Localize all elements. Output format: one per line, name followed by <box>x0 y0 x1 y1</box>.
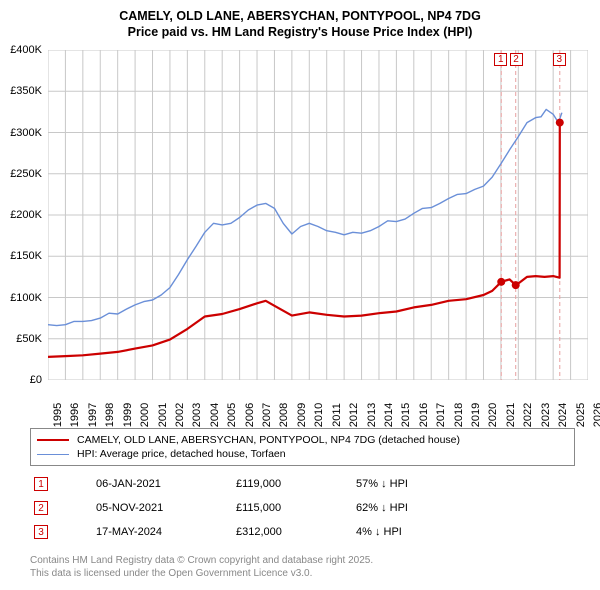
y-tick-label: £50K <box>16 333 42 345</box>
x-tick-label: 2012 <box>348 403 360 427</box>
sale-date: 05-NOV-2021 <box>96 502 236 514</box>
legend-item: CAMELY, OLD LANE, ABERSYCHAN, PONTYPOOL,… <box>37 433 568 447</box>
x-tick-label: 2006 <box>244 403 256 427</box>
chart-title: CAMELY, OLD LANE, ABERSYCHAN, PONTYPOOL,… <box>0 0 600 41</box>
x-tick-label: 2023 <box>540 403 552 427</box>
x-tick-label: 2019 <box>470 403 482 427</box>
y-tick-label: £250K <box>10 168 42 180</box>
y-tick-label: £400K <box>10 44 42 56</box>
x-tick-label: 2009 <box>296 403 308 427</box>
legend-swatch <box>37 454 69 455</box>
sale-row: 3 17-MAY-2024£312,0004% ↓ HPI <box>30 520 575 544</box>
sale-badge: 3 <box>34 525 48 539</box>
chart-sale-badge: 3 <box>553 53 566 66</box>
title-line-1: CAMELY, OLD LANE, ABERSYCHAN, PONTYPOOL,… <box>0 8 600 24</box>
footer-line-1: Contains HM Land Registry data © Crown c… <box>30 554 373 567</box>
x-tick-label: 2013 <box>366 403 378 427</box>
x-tick-label: 2003 <box>191 403 203 427</box>
x-tick-label: 1999 <box>122 403 134 427</box>
x-tick-label: 2025 <box>575 403 587 427</box>
y-tick-label: £200K <box>10 209 42 221</box>
sale-price: £119,000 <box>236 478 356 490</box>
sale-date: 17-MAY-2024 <box>96 526 236 538</box>
x-tick-label: 2007 <box>261 403 273 427</box>
sale-row: 1 06-JAN-2021£119,00057% ↓ HPI <box>30 472 575 496</box>
y-tick-label: £350K <box>10 85 42 97</box>
x-tick-label: 1998 <box>104 403 116 427</box>
x-axis: 1995 1996 1997 1998 1999 2000 2001 2002 2003 2004… <box>48 383 588 425</box>
x-tick-label: 2000 <box>139 403 151 427</box>
x-tick-label: 2021 <box>505 403 517 427</box>
sale-price: £115,000 <box>236 502 356 514</box>
sales-table: 1 06-JAN-2021£119,00057% ↓ HPI 2 05-NOV-202… <box>30 472 575 544</box>
x-tick-label: 2022 <box>522 403 534 427</box>
x-tick-label: 2004 <box>209 403 221 427</box>
sale-date: 06-JAN-2021 <box>96 478 236 490</box>
footer-attribution: Contains HM Land Registry data © Crown c… <box>30 554 373 580</box>
title-line-2: Price paid vs. HM Land Registry's House … <box>0 24 600 40</box>
sale-row: 2 05-NOV-2021£115,00062% ↓ HPI <box>30 496 575 520</box>
legend-label: HPI: Average price, detached house, Torf… <box>77 448 286 460</box>
y-axis: £0£50K£100K£150K£200K£250K£300K£350K£400… <box>0 50 44 380</box>
x-tick-label: 2015 <box>400 403 412 427</box>
x-tick-label: 2002 <box>174 403 186 427</box>
sale-badge: 2 <box>34 501 48 515</box>
x-tick-label: 1996 <box>69 403 81 427</box>
x-tick-label: 2005 <box>226 403 238 427</box>
sale-diff: 4% ↓ HPI <box>356 526 496 538</box>
legend-label: CAMELY, OLD LANE, ABERSYCHAN, PONTYPOOL,… <box>77 434 460 446</box>
x-tick-label: 2026 <box>592 403 600 427</box>
y-tick-label: £100K <box>10 292 42 304</box>
sale-diff: 57% ↓ HPI <box>356 478 496 490</box>
x-tick-label: 2016 <box>418 403 430 427</box>
x-tick-label: 2020 <box>487 403 499 427</box>
sale-diff: 62% ↓ HPI <box>356 502 496 514</box>
x-tick-label: 2010 <box>313 403 325 427</box>
chart-sale-badge: 1 <box>494 53 507 66</box>
x-tick-label: 2018 <box>453 403 465 427</box>
sale-badge: 1 <box>34 477 48 491</box>
x-tick-label: 2017 <box>435 403 447 427</box>
x-tick-label: 2014 <box>383 403 395 427</box>
sale-price: £312,000 <box>236 526 356 538</box>
x-tick-label: 2008 <box>278 403 290 427</box>
x-tick-label: 2011 <box>331 403 343 427</box>
chart-plot-area: 12 3 <box>48 50 588 380</box>
chart-container: CAMELY, OLD LANE, ABERSYCHAN, PONTYPOOL,… <box>0 0 600 590</box>
y-tick-label: £300K <box>10 127 42 139</box>
x-tick-label: 1997 <box>87 403 99 427</box>
x-tick-label: 2001 <box>157 403 169 427</box>
y-tick-label: £150K <box>10 250 42 262</box>
chart-sale-badge: 2 <box>510 53 523 66</box>
footer-line-2: This data is licensed under the Open Gov… <box>30 567 373 580</box>
legend-item: HPI: Average price, detached house, Torf… <box>37 447 568 461</box>
legend-swatch <box>37 439 69 441</box>
y-tick-label: £0 <box>30 374 42 386</box>
x-tick-label: 1995 <box>52 403 64 427</box>
legend: CAMELY, OLD LANE, ABERSYCHAN, PONTYPOOL,… <box>30 428 575 466</box>
chart-svg <box>48 50 588 380</box>
x-tick-label: 2024 <box>557 403 569 427</box>
